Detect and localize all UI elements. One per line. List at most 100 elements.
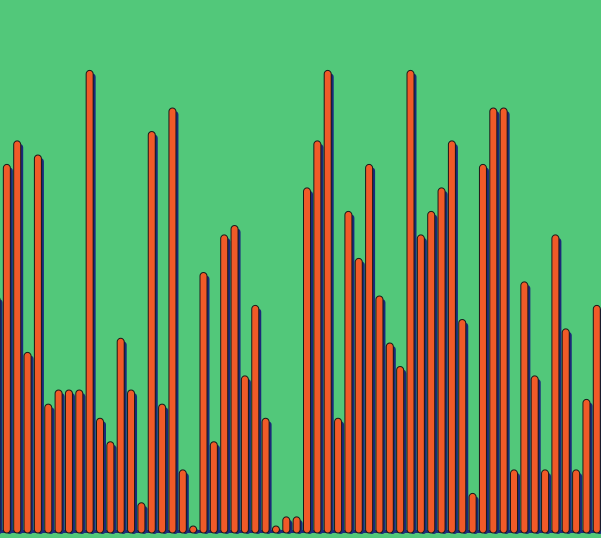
bar-body <box>147 131 156 534</box>
bar-body <box>230 225 239 534</box>
bar-body <box>292 516 301 534</box>
bar <box>447 140 458 534</box>
bar <box>137 502 148 534</box>
bar <box>292 516 303 534</box>
bar <box>106 441 117 534</box>
bar-body <box>33 154 42 534</box>
bar-body <box>334 417 343 534</box>
bar-body <box>416 234 425 534</box>
bar <box>54 389 65 534</box>
bar <box>551 234 562 534</box>
bar-body <box>530 375 539 534</box>
bar-body <box>106 441 115 534</box>
bar-body <box>96 417 104 534</box>
bar <box>199 272 210 534</box>
bar-body <box>75 389 84 534</box>
bar <box>354 257 365 534</box>
bar-body <box>2 163 11 534</box>
bar-body <box>85 69 94 534</box>
bar <box>334 417 345 534</box>
bar-body <box>13 140 22 534</box>
bar-body <box>572 469 581 534</box>
bar-body <box>437 187 446 534</box>
bar <box>303 187 313 534</box>
bar <box>427 210 438 534</box>
bar <box>592 304 601 534</box>
bar-body <box>220 234 229 534</box>
bar-body <box>344 210 353 534</box>
bar-body <box>592 304 601 534</box>
bar <box>396 366 407 534</box>
bar-body <box>44 403 53 534</box>
bar <box>209 441 220 534</box>
bar-body <box>396 366 405 534</box>
bar <box>158 403 169 534</box>
bar-body <box>271 525 280 534</box>
bar <box>168 107 179 534</box>
bar <box>251 304 262 534</box>
bar <box>127 389 138 534</box>
bar <box>478 163 489 534</box>
bar <box>530 375 541 534</box>
bar <box>561 328 572 534</box>
bar <box>189 525 200 534</box>
bar <box>282 516 293 534</box>
bar <box>510 469 520 534</box>
bar-body <box>365 163 374 534</box>
bar <box>344 210 355 534</box>
bar <box>520 281 531 534</box>
bar <box>85 69 96 535</box>
bar-body <box>199 272 208 534</box>
bar <box>385 342 396 534</box>
bar-body <box>499 107 508 534</box>
bar <box>458 319 469 534</box>
bar-body <box>158 403 167 534</box>
bar-body <box>323 69 332 534</box>
bar <box>44 403 55 534</box>
bar <box>582 398 593 534</box>
bar-body <box>561 328 570 534</box>
bar-body <box>489 107 498 534</box>
bar-body <box>282 516 291 534</box>
bar-body <box>189 525 198 534</box>
bar-body <box>116 337 125 534</box>
bar <box>365 163 376 534</box>
bar-body <box>64 389 73 534</box>
bar-body <box>303 187 311 534</box>
bar <box>64 389 75 534</box>
bar <box>116 337 127 534</box>
bar-body <box>385 342 394 534</box>
bar-body <box>313 140 322 534</box>
bar <box>178 469 189 534</box>
bar <box>220 234 231 534</box>
bar <box>2 163 13 534</box>
bar-body <box>406 69 415 534</box>
bar-body <box>23 351 32 534</box>
bar <box>416 234 427 534</box>
bar <box>437 187 448 534</box>
bar <box>271 525 282 534</box>
bar-body <box>178 469 187 534</box>
bar-body <box>54 389 63 534</box>
bar <box>572 469 583 534</box>
bar-body <box>427 210 436 534</box>
bar-shadow <box>0 299 3 534</box>
bar-body <box>478 163 487 534</box>
bar <box>375 295 386 534</box>
bar-body <box>468 492 477 534</box>
bar-body <box>168 107 177 534</box>
bar <box>23 351 34 534</box>
bar-body <box>582 398 591 534</box>
bar <box>468 492 479 534</box>
bar <box>0 297 3 534</box>
bar <box>33 154 44 534</box>
bar <box>313 140 324 534</box>
bar-body <box>551 234 560 534</box>
bar-body <box>251 304 260 534</box>
bar-body <box>209 441 218 534</box>
bar-body <box>127 389 136 534</box>
bar-body <box>137 502 146 534</box>
bar <box>261 417 272 534</box>
